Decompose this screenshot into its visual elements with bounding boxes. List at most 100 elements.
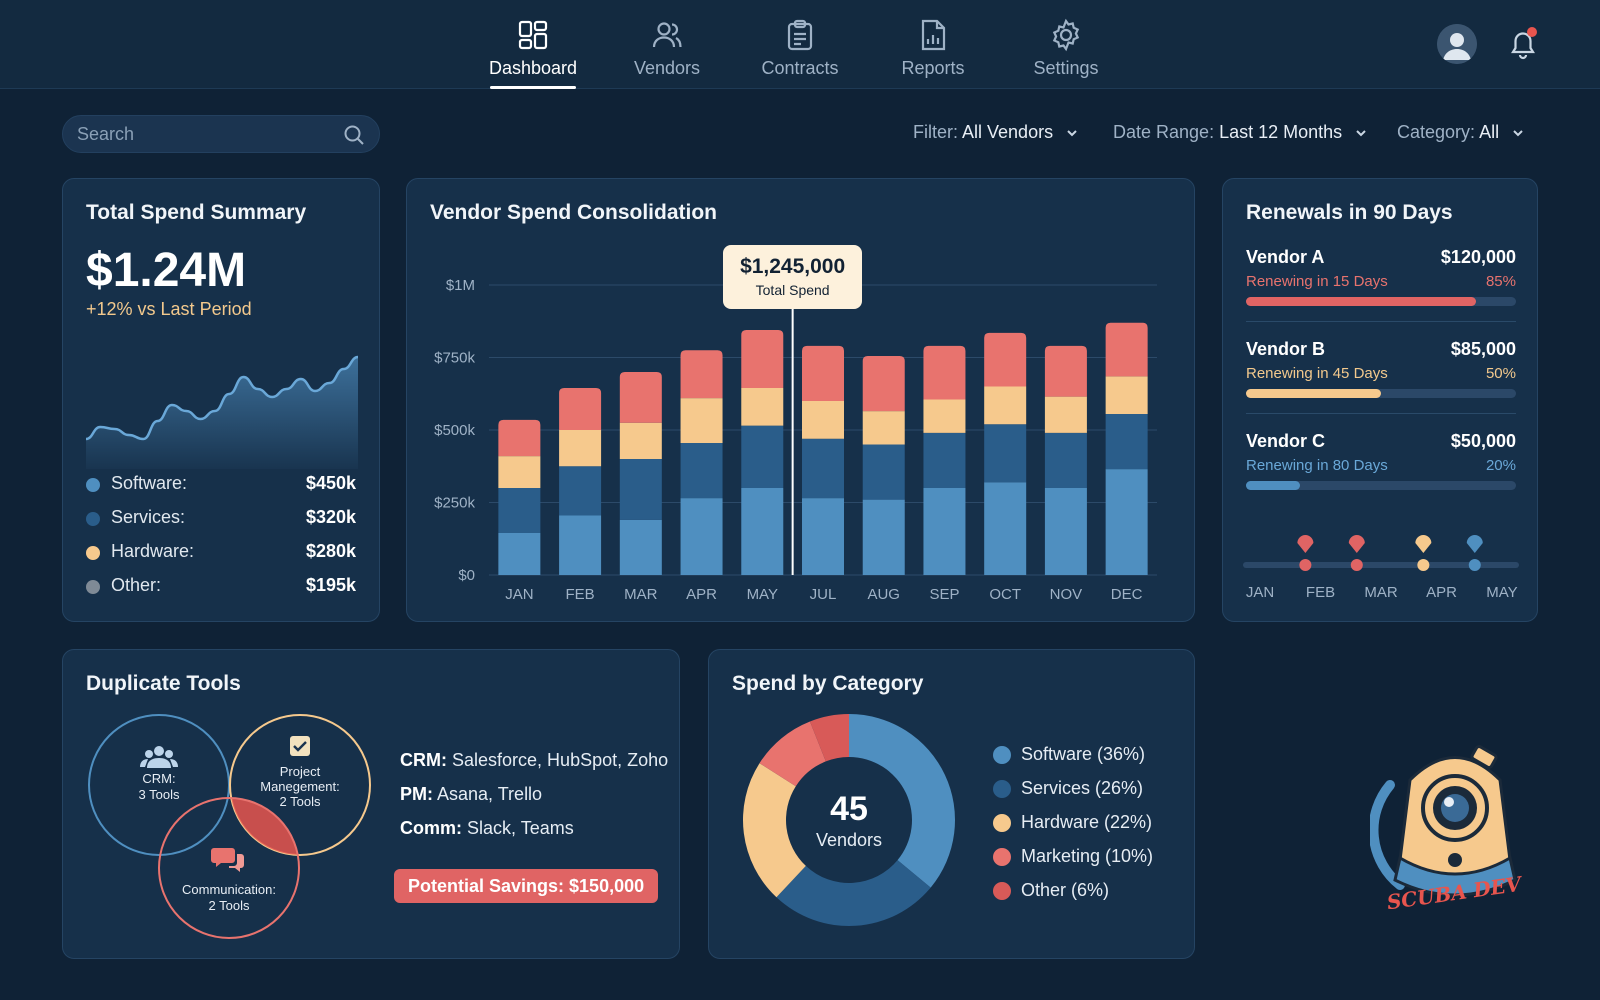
search-bar[interactable] <box>62 115 380 153</box>
bar-segment[interactable] <box>1044 345 1087 397</box>
nav-dashboard[interactable]: Dashboard <box>478 18 588 89</box>
scuba-dev-logo: SCUBA DEV <box>1370 745 1525 914</box>
renewal-amount: $120,000 <box>1440 247 1516 267</box>
renewal-marker-dot[interactable] <box>1299 559 1312 571</box>
divider <box>1246 413 1516 414</box>
bar-segment[interactable] <box>741 329 784 388</box>
bar-segment[interactable] <box>680 443 723 499</box>
duplicate-line-crm: CRM: Salesforce, HubSpot, Zoho <box>400 750 668 771</box>
bar-segment[interactable] <box>619 519 662 575</box>
search-icon[interactable] <box>343 124 365 146</box>
donut-slice[interactable] <box>743 763 806 898</box>
avatar[interactable] <box>1437 24 1477 64</box>
bar-segment[interactable] <box>741 387 784 426</box>
renewal-amount: $50,000 <box>1450 431 1516 451</box>
bar-segment[interactable] <box>862 499 905 575</box>
renewal-marker-dot[interactable] <box>1350 559 1363 571</box>
bar-segment[interactable] <box>498 532 541 575</box>
potential-savings-badge[interactable]: Potential Savings: $150,000 <box>394 869 659 903</box>
bar-segment[interactable] <box>559 466 602 516</box>
renewal-marker-pin[interactable] <box>1415 535 1432 553</box>
date-range-dropdown[interactable]: Date Range: Last 12 Months <box>1113 122 1367 143</box>
bar-segment[interactable] <box>984 482 1027 575</box>
renewal-marker-dot[interactable] <box>1417 559 1430 571</box>
bar-segment[interactable] <box>1044 488 1087 575</box>
renewal-marker-pin[interactable] <box>1466 535 1483 553</box>
bar-segment[interactable] <box>802 401 844 439</box>
bar-segment[interactable] <box>559 430 602 467</box>
timeline-month-label: APR <box>1426 584 1457 601</box>
renewal-item-vendor-b[interactable]: Vendor B $85,000 Renewing in 45 Days 50% <box>1246 339 1516 419</box>
renewal-vendor: Vendor B <box>1246 339 1326 359</box>
bar-segment[interactable] <box>1105 414 1148 470</box>
bar-segment[interactable] <box>498 488 541 533</box>
bar-segment[interactable] <box>802 498 844 575</box>
bar-segment[interactable] <box>984 424 1027 483</box>
other-dot <box>86 580 100 594</box>
renewal-item-vendor-c[interactable]: Vendor C $50,000 Renewing in 80 Days 20% <box>1246 431 1516 501</box>
notifications-button[interactable] <box>1503 24 1543 64</box>
duplicate-key: PM: <box>400 784 433 804</box>
donut-slice[interactable] <box>809 714 849 762</box>
renewal-marker-dot[interactable] <box>1468 559 1481 571</box>
bar-segment[interactable] <box>619 372 662 423</box>
hardware-dot <box>86 546 100 560</box>
bar-segment[interactable] <box>498 456 541 488</box>
bar-segment[interactable] <box>923 345 966 400</box>
bar-segment[interactable] <box>619 422 662 459</box>
renewal-vendor: Vendor A <box>1246 247 1325 267</box>
tooltip-value: $1,245,000 <box>740 255 846 278</box>
total-spend-card: Total Spend Summary $1.24M +12% vs Last … <box>62 178 380 622</box>
bar-segment[interactable] <box>559 515 602 575</box>
nav-contracts[interactable]: Contracts <box>745 18 855 79</box>
bar-segment[interactable] <box>1105 322 1148 377</box>
bar-segment[interactable] <box>741 488 784 575</box>
nav-reports[interactable]: Reports <box>878 18 988 79</box>
legend-dot <box>993 780 1011 798</box>
donut-slice[interactable] <box>849 714 955 888</box>
breakdown-name: Other: <box>111 575 162 595</box>
bar-segment[interactable] <box>923 399 966 433</box>
renewal-item-vendor-a[interactable]: Vendor A $120,000 Renewing in 15 Days 85… <box>1246 247 1516 327</box>
x-tick-label: APR <box>686 586 717 603</box>
bar-segment[interactable] <box>862 411 905 445</box>
renewal-progress-fill <box>1246 481 1300 490</box>
bar-segment[interactable] <box>680 350 723 399</box>
bar-segment[interactable] <box>984 386 1027 425</box>
donut-slice[interactable] <box>776 860 931 926</box>
nav-vendors[interactable]: Vendors <box>612 18 722 79</box>
bar-segment[interactable] <box>498 419 541 457</box>
search-input[interactable] <box>77 116 327 152</box>
bar-segment[interactable] <box>680 498 723 575</box>
bar-segment[interactable] <box>862 444 905 500</box>
bar-segment[interactable] <box>741 425 784 488</box>
bar-segment[interactable] <box>1044 396 1087 433</box>
renewal-marker-pin[interactable] <box>1348 535 1365 553</box>
bar-segment[interactable] <box>923 432 966 488</box>
bar-segment[interactable] <box>680 398 723 444</box>
timeline-month-label: MAR <box>1364 584 1398 601</box>
bar-segment[interactable] <box>619 459 662 520</box>
nav-settings[interactable]: Settings <box>1011 18 1121 79</box>
bar-segment[interactable] <box>1044 432 1087 488</box>
bar-segment[interactable] <box>1105 469 1148 575</box>
bar-segment[interactable] <box>862 356 905 412</box>
chevron-down-icon <box>1513 130 1523 137</box>
active-tab-underline <box>490 86 576 89</box>
donut-slice[interactable] <box>759 721 826 787</box>
renewals-title: Renewals in 90 Days <box>1246 201 1453 224</box>
pm-circle[interactable] <box>229 714 371 856</box>
pm-circle-count: 2 Tools <box>280 794 321 809</box>
bar-segment[interactable] <box>559 387 602 430</box>
renewal-marker-pin[interactable] <box>1297 535 1314 553</box>
donut-center-label: Vendors <box>815 830 883 850</box>
bar-segment[interactable] <box>1105 376 1148 415</box>
bar-segment[interactable] <box>984 332 1027 387</box>
services-dot <box>86 512 100 526</box>
bar-segment[interactable] <box>802 438 844 499</box>
category-dropdown[interactable]: Category: All <box>1397 122 1524 143</box>
bar-segment[interactable] <box>923 488 966 575</box>
bar-segment[interactable] <box>802 345 844 401</box>
vendor-filter-dropdown[interactable]: Filter: All Vendors <box>913 122 1078 143</box>
communication-circle[interactable] <box>158 797 300 939</box>
